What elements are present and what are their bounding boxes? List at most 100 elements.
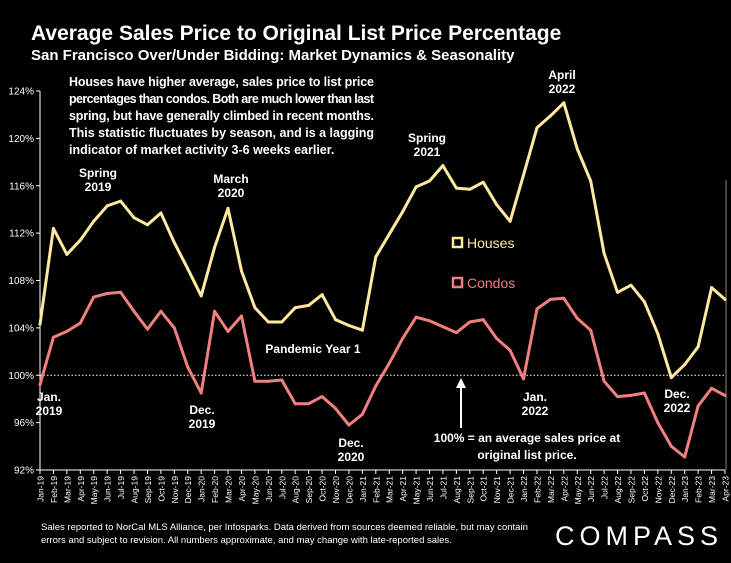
data-point-houses — [105, 204, 109, 208]
x-tick-label: Nov-19 — [170, 476, 180, 504]
data-point-houses — [723, 297, 727, 301]
data-point-condos — [360, 412, 364, 416]
legend-label-houses: Houses — [467, 235, 514, 251]
x-tick-label: Oct-22 — [640, 476, 650, 502]
y-tick-label: 100% — [8, 371, 34, 382]
data-point-houses — [683, 363, 687, 367]
y-tick-label: 104% — [8, 323, 34, 334]
data-point-condos — [454, 331, 458, 335]
footnote: Sales reported to NorCal MLS Alliance, p… — [41, 522, 528, 546]
annotation-dec-2020: 2020 — [338, 450, 365, 464]
annotation-march-2020: 2020 — [218, 186, 245, 200]
x-tick-label: Mar-23 — [707, 476, 717, 503]
data-point-houses — [253, 306, 257, 310]
x-tick-label: Apr-21 — [398, 476, 408, 502]
x-tick-label: Feb-19 — [49, 476, 59, 503]
x-tick-label: Dec-22 — [667, 476, 677, 504]
data-point-houses — [186, 267, 190, 271]
data-point-condos — [723, 393, 727, 397]
legend-label-condos: Condos — [467, 275, 515, 291]
data-point-houses — [629, 283, 633, 287]
data-point-condos — [146, 327, 149, 331]
x-tick-label: Jan-23 — [680, 476, 690, 502]
data-point-houses — [508, 219, 512, 223]
x-tick-label: Jul-20 — [277, 476, 287, 499]
annotation-dec-2022: Dec. — [664, 387, 689, 401]
x-tick-label: Mar-20 — [224, 476, 234, 503]
x-tick-label: Sep-20 — [304, 476, 314, 504]
x-tick-label: Feb-21 — [371, 476, 381, 503]
x-tick-label: Dec-19 — [183, 476, 193, 504]
data-point-houses — [589, 179, 593, 183]
data-point-condos — [616, 395, 619, 399]
data-point-condos — [293, 402, 297, 406]
data-point-houses — [669, 376, 673, 380]
data-point-condos — [468, 320, 472, 324]
annotation-spring-2021: 2021 — [414, 145, 441, 159]
data-point-houses — [495, 203, 499, 207]
data-point-houses — [414, 185, 418, 189]
data-point-houses — [374, 255, 378, 259]
data-point-condos — [575, 316, 579, 320]
x-tick-label: Aug-20 — [291, 476, 301, 504]
data-point-houses — [656, 332, 660, 336]
data-point-houses — [642, 300, 646, 304]
x-tick-label: Sep-22 — [626, 476, 636, 504]
annotation-april-2022: 2022 — [549, 82, 576, 96]
annotation-dec-2020: Dec. — [338, 436, 363, 450]
data-point-condos — [132, 309, 136, 313]
data-point-condos — [602, 379, 606, 383]
data-point-condos — [428, 319, 431, 323]
data-point-houses — [65, 252, 69, 256]
x-tick-label: Jul-19 — [116, 476, 126, 499]
annotation-spring-2021: Spring — [408, 131, 446, 145]
x-tick-label: Mar-21 — [385, 476, 395, 503]
data-point-condos — [320, 395, 324, 399]
data-point-houses — [535, 126, 539, 130]
data-point-condos — [535, 307, 539, 311]
data-point-condos — [307, 402, 311, 406]
data-point-condos — [240, 314, 243, 318]
x-tick-label: Feb-22 — [532, 476, 542, 503]
annotation-note-line: indicator of market activity 3-6 weeks e… — [69, 143, 334, 157]
data-point-condos — [481, 318, 485, 322]
data-point-houses — [266, 320, 270, 324]
data-point-houses — [696, 345, 700, 349]
data-point-condos — [266, 379, 270, 383]
x-tick-label: May-20 — [250, 476, 260, 505]
x-tick-label: Feb-20 — [210, 476, 220, 503]
annotation-note-line: This statistic fluctuates by season, and… — [69, 126, 374, 140]
data-point-condos — [172, 326, 176, 330]
data-point-condos — [696, 404, 700, 408]
data-point-condos — [253, 379, 257, 383]
data-point-houses — [78, 238, 82, 242]
x-tick-label: Jan-21 — [358, 476, 368, 502]
legend-marker-condos — [451, 276, 464, 289]
data-point-houses — [51, 226, 55, 230]
chart-subtitle: San Francisco Over/Under Bidding: Market… — [31, 47, 515, 64]
x-tick-label: Oct-19 — [156, 476, 166, 502]
annotation-dec-2019: 2019 — [189, 417, 216, 431]
data-point-condos — [119, 290, 123, 294]
x-tick-label: Oct-20 — [318, 476, 328, 502]
data-point-houses — [428, 179, 431, 183]
data-point-condos — [656, 421, 660, 425]
x-tick-label: Aug-19 — [130, 476, 140, 504]
data-point-houses — [240, 269, 243, 273]
data-point-condos — [683, 455, 687, 459]
data-point-condos — [159, 309, 163, 313]
data-point-condos — [92, 295, 96, 299]
data-point-condos — [186, 365, 190, 369]
data-point-houses — [360, 328, 364, 332]
data-point-condos — [38, 383, 42, 387]
x-tick-label: Jul-21 — [438, 476, 448, 499]
data-point-condos — [213, 309, 217, 313]
annotation-april-2022: April — [548, 68, 575, 82]
series-line-houses — [38, 101, 727, 380]
data-point-houses — [522, 173, 525, 177]
data-point-condos — [199, 391, 203, 395]
data-point-houses — [454, 186, 458, 190]
data-point-condos — [374, 384, 378, 388]
data-point-condos — [522, 377, 525, 381]
x-tick-label: Feb-23 — [694, 476, 704, 503]
